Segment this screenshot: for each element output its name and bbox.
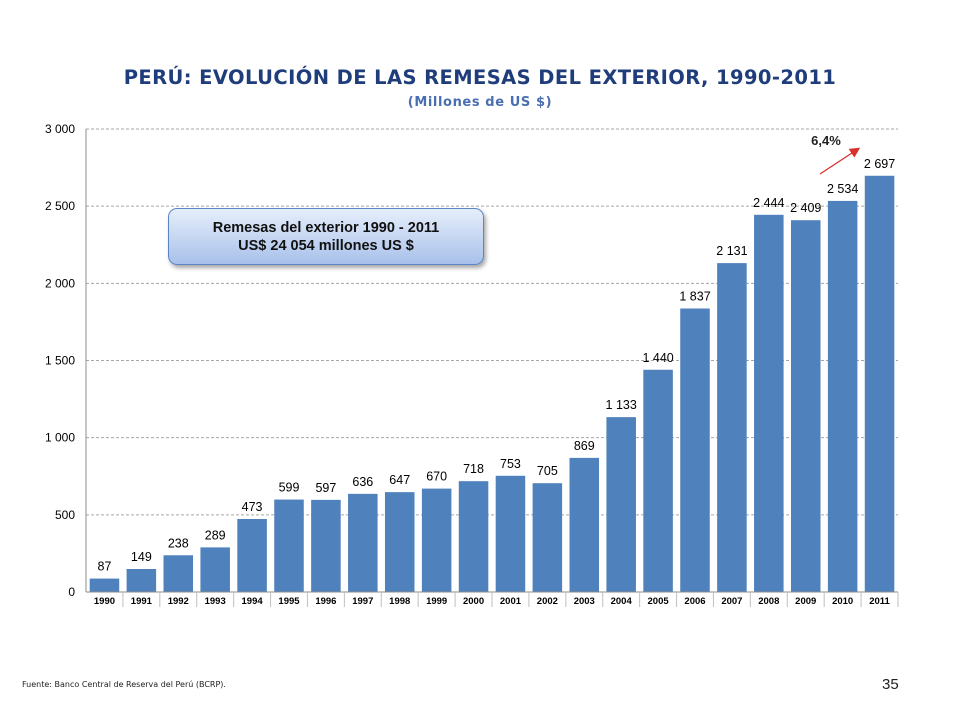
x-tick-label: 1990 — [94, 596, 115, 607]
data-label: 599 — [279, 481, 300, 495]
bar — [200, 547, 230, 592]
data-label: 753 — [500, 457, 521, 471]
x-tick-label: 2005 — [648, 596, 670, 607]
bar — [237, 519, 267, 592]
data-label: 636 — [352, 475, 373, 489]
bar — [274, 499, 304, 592]
bar — [126, 569, 157, 592]
bar — [680, 308, 710, 592]
y-tick-label: 2 000 — [45, 276, 75, 290]
x-tick-label: 1991 — [131, 596, 153, 607]
bar — [532, 483, 563, 592]
bar — [311, 499, 341, 592]
bar — [89, 578, 120, 592]
data-labels: 87 149 238 289 473 599 597 636 647 670 718 753 705 86… — [98, 157, 896, 574]
bar — [606, 417, 636, 592]
x-tick-label: 2011 — [869, 596, 890, 607]
data-label: 2 444 — [753, 196, 784, 210]
bars — [89, 175, 895, 593]
x-tick-label: 1999 — [426, 596, 447, 607]
total-remittances-callout: Remesas del exterior 1990 - 2011 US$ 24 … — [168, 208, 484, 265]
x-tick-label: 2009 — [795, 596, 816, 607]
y-tick-label: 2 500 — [45, 199, 75, 213]
x-tick-label: 2006 — [684, 596, 705, 607]
bar — [864, 175, 895, 592]
bar — [348, 493, 378, 592]
data-label: 1 440 — [642, 351, 673, 365]
x-tick-label: 2003 — [574, 596, 595, 607]
bar — [827, 200, 858, 593]
x-tick-label: 2010 — [832, 596, 853, 607]
page-number: 35 — [882, 676, 899, 693]
y-tick-label: 3 000 — [45, 122, 75, 136]
data-label: 238 — [168, 536, 189, 550]
data-label: 597 — [315, 481, 336, 495]
data-label: 2 409 — [790, 201, 821, 215]
growth-arrow — [819, 147, 861, 175]
data-label: 869 — [574, 439, 595, 453]
y-tick-label: 1 000 — [45, 431, 75, 445]
data-label: 289 — [205, 528, 226, 542]
bar — [569, 457, 600, 592]
bar — [643, 369, 673, 592]
chart-subtitle: (Millones de US $) — [407, 95, 553, 110]
data-label: 2 534 — [827, 182, 858, 196]
bar — [163, 555, 194, 592]
x-tick-label: 2008 — [758, 596, 779, 607]
x-tick-label: 2004 — [611, 596, 633, 607]
x-tick-label: 1996 — [315, 596, 336, 607]
data-label: 149 — [131, 550, 152, 564]
x-tick-label: 2002 — [537, 596, 558, 607]
y-tick-label: 1 500 — [45, 354, 75, 368]
x-tick-label: 1993 — [205, 596, 226, 607]
data-label: 1 837 — [679, 289, 710, 303]
growth-annotation: 6,4% — [811, 133, 841, 148]
x-tick-label: 1992 — [168, 596, 189, 607]
data-label: 2 131 — [716, 244, 747, 258]
chart-title: PERÚ: EVOLUCIÓN DE LAS REMESAS DEL EXTER… — [123, 66, 837, 89]
bar — [384, 492, 415, 592]
bar — [458, 481, 489, 592]
data-label: 705 — [537, 464, 558, 478]
bar — [495, 475, 526, 592]
bar — [421, 488, 452, 592]
x-tick-label: 2000 — [463, 596, 484, 607]
callout-line-1: Remesas del exterior 1990 - 2011 — [212, 219, 440, 236]
y-tick-label: 0 — [68, 585, 75, 599]
axes: 0 500 1 000 1 500 2 000 2 500 3 000 1990 1991 199… — [45, 122, 899, 607]
source-note: Fuente: Banco Central de Reserva del Per… — [22, 680, 226, 689]
x-tick-label: 1997 — [352, 596, 373, 607]
data-label: 1 133 — [606, 398, 637, 412]
x-tick-label: 1994 — [242, 596, 264, 607]
data-label: 670 — [426, 470, 447, 484]
data-label: 473 — [242, 500, 263, 514]
data-label: 87 — [98, 560, 112, 574]
bar — [717, 263, 747, 592]
x-tick-label: 2001 — [500, 596, 522, 607]
x-tick-label: 1995 — [278, 596, 300, 607]
x-tick-label: 1998 — [389, 596, 410, 607]
data-label: 718 — [463, 462, 484, 476]
x-tick-label: 2007 — [721, 596, 742, 607]
bar — [754, 214, 784, 592]
bar — [790, 220, 821, 592]
data-label: 647 — [389, 473, 410, 487]
data-label: 2 697 — [864, 157, 895, 171]
callout-line-2: US$ 24 054 millones US $ — [238, 237, 414, 254]
y-tick-label: 500 — [55, 508, 75, 522]
